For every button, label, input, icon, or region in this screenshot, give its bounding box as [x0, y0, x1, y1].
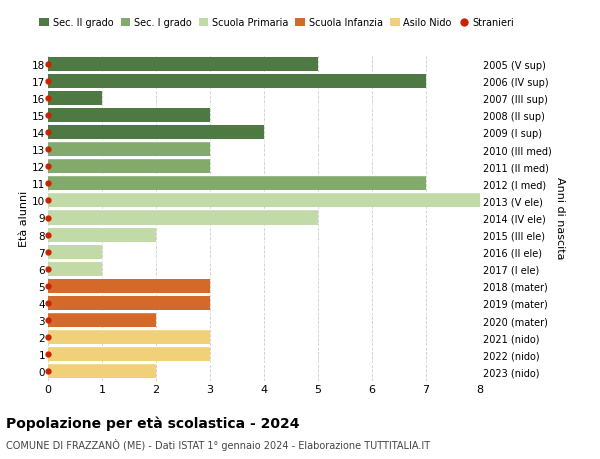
Bar [48, 245, 102, 259]
Bar [48, 57, 318, 72]
Text: COMUNE DI FRAZZANÒ (ME) - Dati ISTAT 1° gennaio 2024 - Elaborazione TUTTITALIA.I: COMUNE DI FRAZZANÒ (ME) - Dati ISTAT 1° … [6, 438, 430, 450]
Bar [48, 313, 156, 327]
Bar [48, 160, 210, 174]
Text: Popolazione per età scolastica - 2024: Popolazione per età scolastica - 2024 [6, 415, 299, 430]
Y-axis label: Anni di nascita: Anni di nascita [556, 177, 565, 259]
Bar [48, 194, 480, 208]
Y-axis label: Età alunni: Età alunni [19, 190, 29, 246]
Bar [48, 74, 426, 89]
Bar [48, 297, 210, 310]
Bar [48, 177, 426, 191]
Bar [48, 211, 318, 225]
Bar [48, 143, 210, 157]
Bar [48, 347, 210, 362]
Bar [48, 364, 156, 379]
Bar [48, 330, 210, 344]
Bar [48, 228, 156, 242]
Bar [48, 109, 210, 123]
Bar [48, 279, 210, 293]
Bar [48, 92, 102, 106]
Bar [48, 262, 102, 276]
Legend: Sec. II grado, Sec. I grado, Scuola Primaria, Scuola Infanzia, Asilo Nido, Stran: Sec. II grado, Sec. I grado, Scuola Prim… [35, 14, 518, 32]
Bar [48, 126, 264, 140]
